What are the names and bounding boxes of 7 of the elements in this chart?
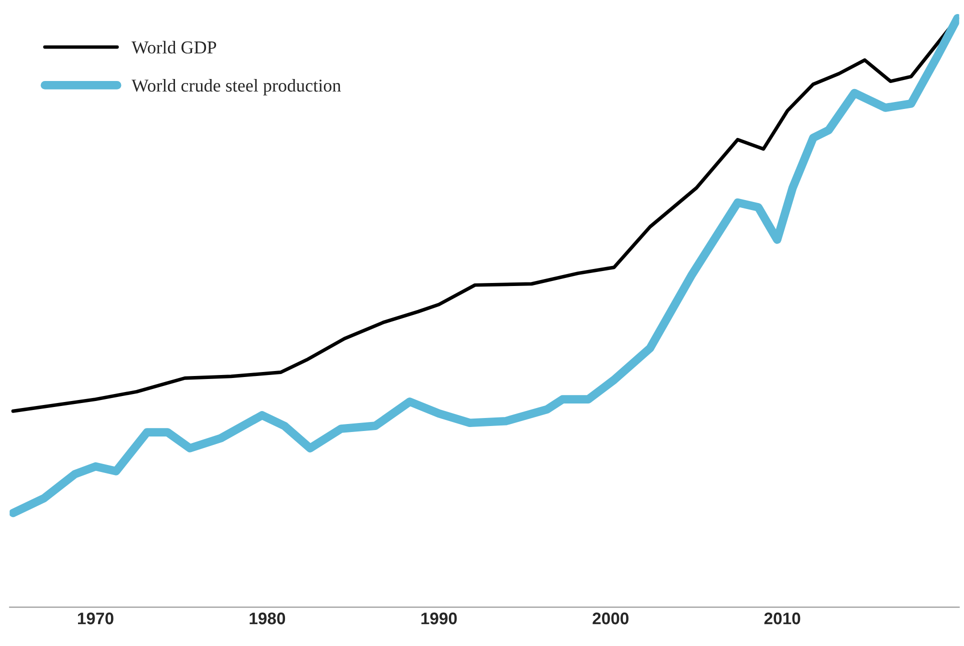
x-tick-label: 2010 [764, 612, 800, 624]
legend-label: World GDP [132, 40, 216, 54]
x-tick-label: 1970 [78, 612, 114, 624]
legend-label: World crude steel production [132, 78, 341, 96]
x-tick-label: 2000 [592, 612, 628, 624]
x-tick-label: 1980 [250, 612, 286, 624]
x-tick-label: 1990 [421, 612, 457, 624]
